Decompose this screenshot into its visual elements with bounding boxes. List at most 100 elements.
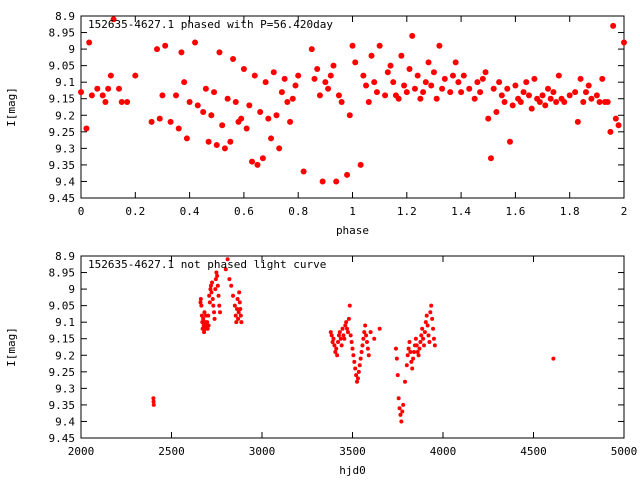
x-tick-label: 3000 [249, 445, 276, 458]
data-point [449, 72, 456, 79]
data-point [403, 89, 410, 96]
data-point [493, 108, 500, 115]
y-tick-label: 8.9 [55, 10, 75, 23]
y-axis-label: I[mag] [5, 327, 18, 367]
data-point [353, 366, 358, 371]
data-point [217, 303, 222, 308]
data-point [561, 99, 568, 106]
y-tick-label: 9.35 [49, 399, 76, 412]
data-point [477, 89, 484, 96]
data-point [284, 99, 291, 106]
data-point [105, 85, 112, 92]
data-point [395, 95, 402, 102]
data-point [251, 72, 258, 79]
data-point [198, 297, 203, 302]
data-point [431, 326, 436, 331]
data-point [295, 72, 302, 79]
data-point [202, 85, 209, 92]
data-point [401, 82, 408, 89]
data-point [372, 336, 377, 341]
data-point [482, 69, 489, 76]
x-tick-label: 0.2 [125, 205, 145, 218]
data-point [416, 353, 421, 358]
data-point [211, 89, 218, 96]
data-point [455, 79, 462, 86]
data-point [213, 142, 220, 149]
data-point [215, 283, 220, 288]
data-point [224, 95, 231, 102]
data-point [221, 145, 228, 152]
data-point [566, 92, 573, 99]
data-point [214, 270, 219, 275]
data-point [156, 115, 163, 122]
data-point [430, 316, 435, 321]
data-point [151, 399, 156, 404]
data-point [410, 366, 415, 371]
data-point [460, 72, 467, 79]
data-point [418, 340, 423, 345]
data-point [441, 75, 448, 82]
data-point [357, 161, 364, 168]
data-point [363, 323, 368, 328]
data-point [292, 82, 299, 89]
data-point [539, 92, 546, 99]
data-point [218, 310, 223, 315]
data-point [211, 303, 216, 308]
data-point [421, 343, 426, 348]
data-point [498, 92, 505, 99]
data-point [240, 65, 247, 72]
data-point [400, 409, 405, 414]
x-tick-label: 4000 [430, 445, 457, 458]
data-point [384, 69, 391, 76]
data-point [419, 333, 424, 338]
data-point [368, 52, 375, 59]
data-point [577, 75, 584, 82]
x-tick-label: 4500 [520, 445, 547, 458]
data-point [572, 89, 579, 96]
y-tick-label: 9.25 [49, 126, 76, 139]
data-point [408, 349, 413, 354]
data-point [223, 267, 228, 272]
phased-light-curve-panel: 8.9 8.95 9 9.05 9.1 9.15 9.2 9.25 9.3 9.35 9.4 9.45… [5, 10, 627, 237]
data-point [349, 340, 354, 345]
data-point [232, 99, 239, 106]
data-point [346, 316, 351, 321]
data-point [311, 75, 318, 82]
data-point [396, 396, 401, 401]
y-tick-label: 9.3 [55, 382, 75, 395]
y-tick-label: 9.25 [49, 366, 76, 379]
data-point [325, 85, 332, 92]
data-point [336, 340, 341, 345]
data-point [474, 79, 481, 86]
data-point [426, 333, 431, 338]
data-point [376, 42, 383, 49]
data-point [432, 343, 437, 348]
data-point [458, 89, 465, 96]
data-point [496, 79, 503, 86]
data-point [181, 79, 188, 86]
y-tick-label: 9.15 [49, 333, 76, 346]
data-point [202, 330, 207, 335]
data-point [427, 340, 432, 345]
data-point [382, 92, 389, 99]
data-point [227, 138, 234, 145]
data-point [202, 310, 207, 315]
data-point [175, 125, 182, 132]
data-point [363, 82, 370, 89]
data-point [344, 171, 351, 178]
data-point [361, 336, 366, 341]
data-point [270, 69, 277, 76]
x-tick-label: 3500 [339, 445, 366, 458]
data-point [409, 359, 414, 364]
data-point [116, 85, 123, 92]
data-point [201, 316, 206, 321]
data-point [192, 39, 199, 46]
x-axis-label: phase [336, 224, 369, 237]
data-point [338, 336, 343, 341]
y-tick-label: 9.35 [49, 159, 76, 172]
y-tick-label: 9.1 [55, 76, 75, 89]
y-tick-label: 9.2 [55, 349, 75, 362]
data-point [358, 356, 363, 361]
y-tick-label: 9.1 [55, 316, 75, 329]
